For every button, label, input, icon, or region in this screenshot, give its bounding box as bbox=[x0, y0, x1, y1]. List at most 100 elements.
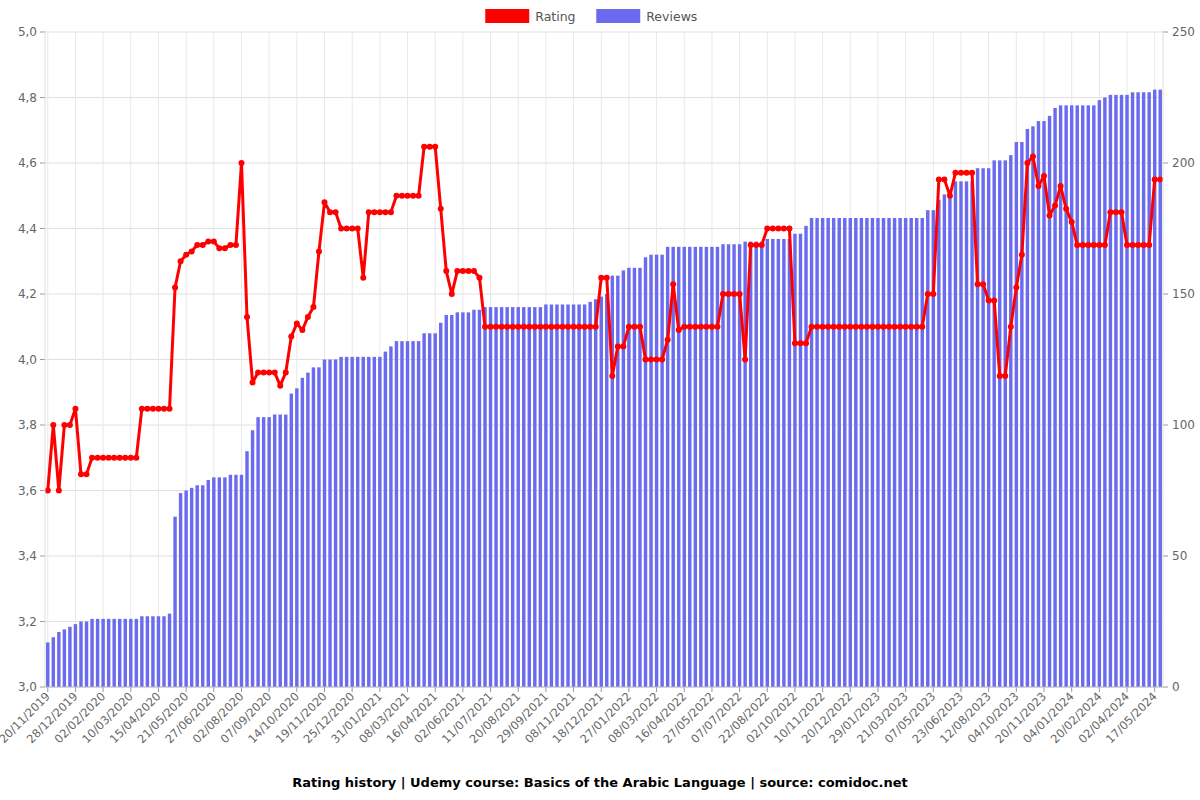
marker bbox=[310, 304, 316, 310]
bar bbox=[760, 242, 763, 687]
bar bbox=[184, 491, 187, 688]
marker bbox=[554, 324, 560, 330]
marker bbox=[1102, 242, 1108, 248]
tick-mark bbox=[462, 687, 463, 692]
bar bbox=[871, 218, 874, 687]
marker bbox=[781, 226, 787, 232]
bar bbox=[1015, 142, 1018, 687]
tick-mark bbox=[601, 687, 602, 692]
bar bbox=[616, 276, 619, 687]
tick-mark bbox=[1044, 687, 1045, 692]
bar bbox=[898, 218, 901, 687]
marker bbox=[731, 291, 737, 297]
bar bbox=[1053, 108, 1056, 687]
bar bbox=[1070, 105, 1073, 687]
bar bbox=[511, 307, 514, 687]
bar bbox=[915, 218, 918, 687]
marker bbox=[825, 324, 831, 330]
marker bbox=[449, 291, 455, 297]
marker bbox=[609, 373, 615, 379]
marker bbox=[427, 144, 433, 150]
tick-mark bbox=[960, 687, 961, 692]
marker bbox=[95, 455, 101, 461]
marker bbox=[703, 324, 709, 330]
bar bbox=[528, 307, 531, 687]
bar bbox=[1098, 100, 1101, 687]
tick-mark bbox=[186, 687, 187, 692]
bar bbox=[500, 307, 503, 687]
marker bbox=[941, 176, 947, 182]
bar bbox=[505, 307, 508, 687]
marker bbox=[155, 406, 161, 412]
tick-mark bbox=[40, 32, 45, 33]
bar bbox=[290, 394, 293, 687]
marker bbox=[266, 370, 272, 376]
marker bbox=[460, 268, 466, 274]
marker bbox=[1019, 252, 1025, 258]
bar bbox=[207, 480, 210, 687]
bar bbox=[876, 218, 879, 687]
bar bbox=[943, 194, 946, 687]
y-tick-label: 3,6 bbox=[18, 484, 37, 498]
tick-mark bbox=[794, 687, 795, 692]
y-tick-label: 3,2 bbox=[18, 615, 37, 629]
bar bbox=[378, 357, 381, 687]
bar bbox=[1114, 95, 1117, 687]
marker bbox=[631, 324, 637, 330]
marker bbox=[1041, 173, 1047, 179]
tick-mark bbox=[40, 228, 45, 229]
marker bbox=[438, 206, 444, 212]
bar bbox=[107, 619, 110, 687]
marker bbox=[659, 357, 665, 363]
bar bbox=[688, 247, 691, 687]
bar bbox=[301, 378, 304, 687]
marker bbox=[1124, 242, 1130, 248]
bar bbox=[555, 304, 558, 687]
bar bbox=[810, 218, 813, 687]
bar bbox=[284, 415, 287, 687]
grid-line bbox=[103, 32, 104, 687]
tick-mark bbox=[40, 294, 45, 295]
bar bbox=[516, 307, 519, 687]
marker bbox=[211, 239, 217, 245]
marker bbox=[167, 406, 173, 412]
marker bbox=[78, 471, 84, 477]
grid-line bbox=[75, 32, 76, 687]
marker bbox=[1146, 242, 1152, 248]
bar bbox=[1092, 105, 1095, 687]
bar bbox=[815, 218, 818, 687]
marker bbox=[997, 373, 1003, 379]
marker bbox=[720, 291, 726, 297]
marker bbox=[393, 193, 399, 199]
bar bbox=[478, 310, 481, 687]
legend-label: Reviews bbox=[646, 9, 697, 24]
marker bbox=[831, 324, 837, 330]
y-tick-label: 4,8 bbox=[18, 91, 37, 105]
marker bbox=[139, 406, 145, 412]
bar bbox=[356, 357, 359, 687]
marker bbox=[1008, 324, 1014, 330]
bar bbox=[85, 622, 88, 688]
tick-mark bbox=[324, 687, 325, 692]
bar bbox=[544, 304, 547, 687]
marker bbox=[488, 324, 494, 330]
marker bbox=[366, 209, 372, 215]
marker bbox=[759, 242, 765, 248]
marker bbox=[1030, 153, 1036, 159]
bar bbox=[694, 247, 697, 687]
marker bbox=[349, 226, 355, 232]
bar bbox=[860, 218, 863, 687]
marker bbox=[250, 379, 256, 385]
marker bbox=[820, 324, 826, 330]
tick-mark bbox=[213, 687, 214, 692]
tick-mark bbox=[1163, 163, 1168, 164]
bar bbox=[90, 619, 93, 687]
marker bbox=[172, 284, 178, 290]
marker bbox=[980, 281, 986, 287]
marker bbox=[853, 324, 859, 330]
marker bbox=[521, 324, 527, 330]
marker bbox=[244, 314, 250, 320]
marker bbox=[205, 239, 211, 245]
marker bbox=[1085, 242, 1091, 248]
bar bbox=[683, 247, 686, 687]
